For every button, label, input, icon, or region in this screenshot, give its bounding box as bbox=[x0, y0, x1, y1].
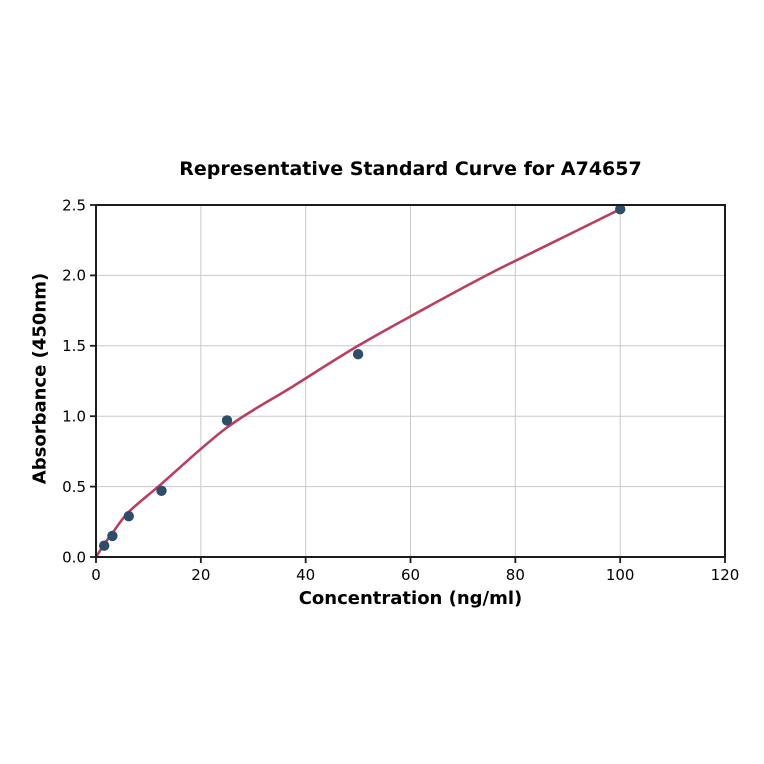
y-tick-label: 2.0 bbox=[62, 267, 86, 285]
data-point bbox=[221, 415, 233, 426]
data-point bbox=[156, 485, 167, 496]
y-tick-label: 2.5 bbox=[62, 196, 86, 214]
x-axis-label: Concentration (ng/ml) bbox=[298, 588, 523, 609]
x-tick-label: 100 bbox=[606, 566, 635, 584]
x-tick-label: 120 bbox=[711, 566, 740, 584]
data-point bbox=[123, 511, 134, 522]
data-point bbox=[107, 530, 118, 542]
x-tick-label: 40 bbox=[296, 566, 315, 584]
data-point bbox=[615, 204, 626, 215]
x-tick-label: 80 bbox=[506, 566, 525, 584]
fit-curve bbox=[94, 207, 622, 559]
chart-title: Representative Standard Curve for A74657 bbox=[179, 158, 642, 180]
x-tick-label: 20 bbox=[191, 566, 210, 584]
data-point bbox=[99, 540, 110, 551]
y-tick-label: 1.5 bbox=[62, 337, 86, 355]
x-tick-label: 0 bbox=[91, 566, 101, 584]
y-tick-label: 0.0 bbox=[62, 548, 86, 566]
data-point bbox=[352, 349, 364, 360]
y-tick-label: 0.5 bbox=[62, 478, 86, 496]
x-tick-label: 60 bbox=[401, 566, 420, 584]
y-tick-label: 1.0 bbox=[62, 408, 86, 426]
